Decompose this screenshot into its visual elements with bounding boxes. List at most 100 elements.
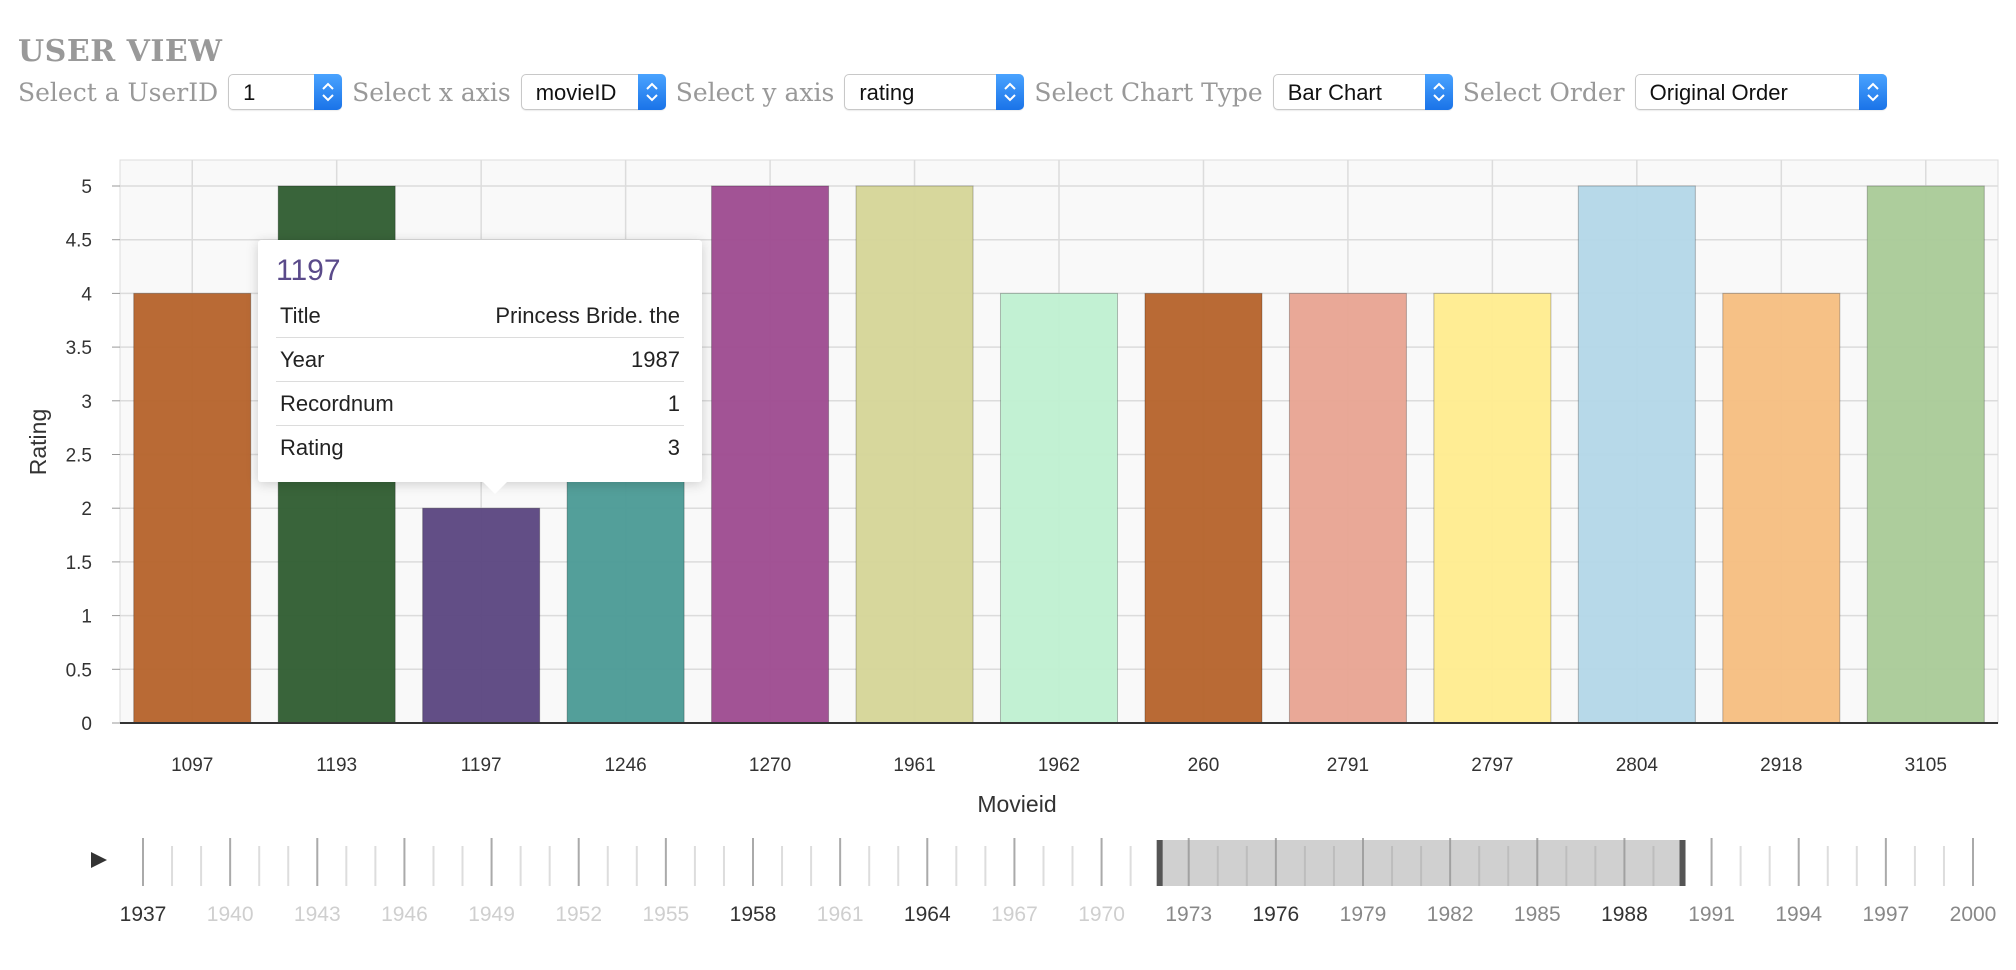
bars xyxy=(133,185,1985,724)
tooltip-value: 1 xyxy=(433,381,684,426)
y-tick-label: 1 xyxy=(81,607,92,628)
y-tick-label: 5 xyxy=(81,177,92,198)
timeline-year-label: 1961 xyxy=(817,903,864,926)
bar[interactable] xyxy=(999,292,1119,724)
timeline-range-selection[interactable] xyxy=(1159,840,1683,886)
bar-chart: 00.511.522.533.544.55 1097 1193 1197 1246 12… xyxy=(25,159,1999,817)
tooltip-caret xyxy=(482,481,508,494)
timeline-year-label: 2000 xyxy=(1950,903,1997,926)
order-value: Original Order xyxy=(1649,80,1788,105)
tooltip-value: 1987 xyxy=(433,337,684,382)
tooltip-key: Rating xyxy=(280,434,344,460)
timeline-year-label: 1955 xyxy=(642,903,689,926)
x-axis-title: Movieid xyxy=(977,791,1056,817)
tooltip-key: Title xyxy=(276,294,434,338)
timeline-year-label: 1985 xyxy=(1514,903,1561,926)
chart-type-label: Select Chart Type xyxy=(1034,77,1263,107)
order-label: Select Order xyxy=(1462,77,1625,107)
stepper-arrows-icon xyxy=(1858,74,1887,110)
timeline-year-label: 1979 xyxy=(1340,903,1387,926)
bar[interactable] xyxy=(711,185,830,724)
y-tick-label: 0.5 xyxy=(66,660,92,681)
timeline-year-label: 1940 xyxy=(207,903,254,926)
x-tick-label: 2791 xyxy=(1327,755,1369,776)
bar[interactable] xyxy=(1722,292,1841,724)
timeline-year-label: 1970 xyxy=(1078,903,1125,926)
bar[interactable] xyxy=(1144,292,1263,724)
timeline-range-brush[interactable] xyxy=(1156,840,1686,886)
y-tick-label: 3 xyxy=(81,392,92,413)
y-tick-label: 2.5 xyxy=(66,446,92,467)
timeline-year-label: 1937 xyxy=(120,903,167,926)
y-tick-labels: 0 0.5 1 1.5 2 2.5 3 3.5 4 4.5 5 xyxy=(66,177,120,735)
bar[interactable] xyxy=(855,185,974,724)
x-tick-label: 1270 xyxy=(749,755,791,776)
x-axis-value: movieID xyxy=(535,80,617,105)
tooltip-table: Title Princess Bride. the Year 1987 Record… xyxy=(276,294,684,469)
timeline-year-label: 1958 xyxy=(730,903,777,926)
x-tick-label: 3105 xyxy=(1905,755,1947,776)
y-tick-label: 4 xyxy=(81,284,92,305)
timeline-year-label: 1946 xyxy=(381,903,428,926)
controls-bar: Select a UserID 1 Select x axis movieID … xyxy=(18,72,1897,112)
range-handle-left[interactable] xyxy=(1156,840,1163,886)
range-handle-right[interactable] xyxy=(1679,840,1686,886)
y-tick-label: 1.5 xyxy=(66,553,92,574)
x-tick-labels: 1097 1193 1197 1246 1270 1961 1962 260 2791 2797 2… xyxy=(171,755,1947,776)
tooltip-row: Title Princess Bride. the xyxy=(276,294,684,338)
timeline-year-label: 1967 xyxy=(991,903,1038,926)
timeline-year-label: 1964 xyxy=(904,903,951,926)
tooltip-row: Rating 3 xyxy=(276,426,684,470)
x-tick-label: 1961 xyxy=(893,755,935,776)
chart-type-value: Bar Chart xyxy=(1287,80,1382,105)
bar[interactable] xyxy=(1288,292,1407,724)
tooltip-value: 3 xyxy=(667,434,680,460)
bar[interactable] xyxy=(1433,292,1552,724)
stepper-arrows-icon xyxy=(1424,74,1453,110)
order-select[interactable]: Original Order xyxy=(1634,74,1887,110)
x-tick-label: 2918 xyxy=(1760,755,1802,776)
timeline-year-label: 1943 xyxy=(294,903,341,926)
timeline-ticks xyxy=(142,838,1974,886)
tooltip-value: Princess Bride. the xyxy=(433,294,684,338)
tooltip-row: Year 1987 xyxy=(276,337,684,382)
y-tick-label: 2 xyxy=(81,499,92,520)
x-tick-label: 2797 xyxy=(1471,755,1513,776)
y-tick-label: 4.5 xyxy=(66,231,92,252)
bar[interactable] xyxy=(1577,185,1696,724)
userid-label: Select a UserID xyxy=(18,77,219,107)
userid-select[interactable]: 1 xyxy=(228,74,343,110)
play-icon[interactable] xyxy=(91,852,107,868)
bar[interactable] xyxy=(1866,185,1985,724)
x-tick-label: 1246 xyxy=(604,755,646,776)
userid-value: 1 xyxy=(243,80,256,105)
timeline-year-label: 1973 xyxy=(1165,903,1212,926)
y-axis-title: Rating xyxy=(25,409,51,475)
bar[interactable] xyxy=(133,292,252,724)
stepper-arrows-icon xyxy=(637,74,666,110)
timeline-year-label: 1949 xyxy=(468,903,515,926)
y-tick-label: 0 xyxy=(81,714,92,735)
page-title: USER VIEW xyxy=(18,34,223,69)
x-tick-label: 1193 xyxy=(316,755,357,776)
timeline-year-label: 1988 xyxy=(1601,903,1648,926)
timeline-year-label: 1952 xyxy=(555,903,602,926)
y-axis-select[interactable]: rating xyxy=(844,74,1025,110)
y-axis-value: rating xyxy=(859,80,915,105)
tooltip-key: Year xyxy=(276,337,434,382)
bar[interactable] xyxy=(422,507,541,724)
chart-type-select[interactable]: Bar Chart xyxy=(1272,74,1453,110)
x-axis-select[interactable]: movieID xyxy=(520,74,666,110)
timeline-year-label: 1997 xyxy=(1862,903,1909,926)
timeline-year-label: 1991 xyxy=(1688,903,1735,926)
timeline-labels: 1937 1940 1943 1946 1949 1952 1955 1958 1961 1964… xyxy=(120,903,1997,926)
x-tick-label: 1962 xyxy=(1038,755,1080,776)
timeline-year-label: 1982 xyxy=(1427,903,1474,926)
tooltip-row: Recordnum 1 xyxy=(276,381,684,426)
tooltip-key: Recordnum xyxy=(276,381,434,426)
year-timeline: 1937 1940 1943 1946 1949 1952 1955 1958 1961 1964… xyxy=(91,838,1997,926)
stepper-arrows-icon xyxy=(996,74,1025,110)
timeline-year-label: 1994 xyxy=(1775,903,1822,926)
timeline-year-label: 1976 xyxy=(1252,903,1299,926)
x-tick-label: 260 xyxy=(1188,755,1220,776)
